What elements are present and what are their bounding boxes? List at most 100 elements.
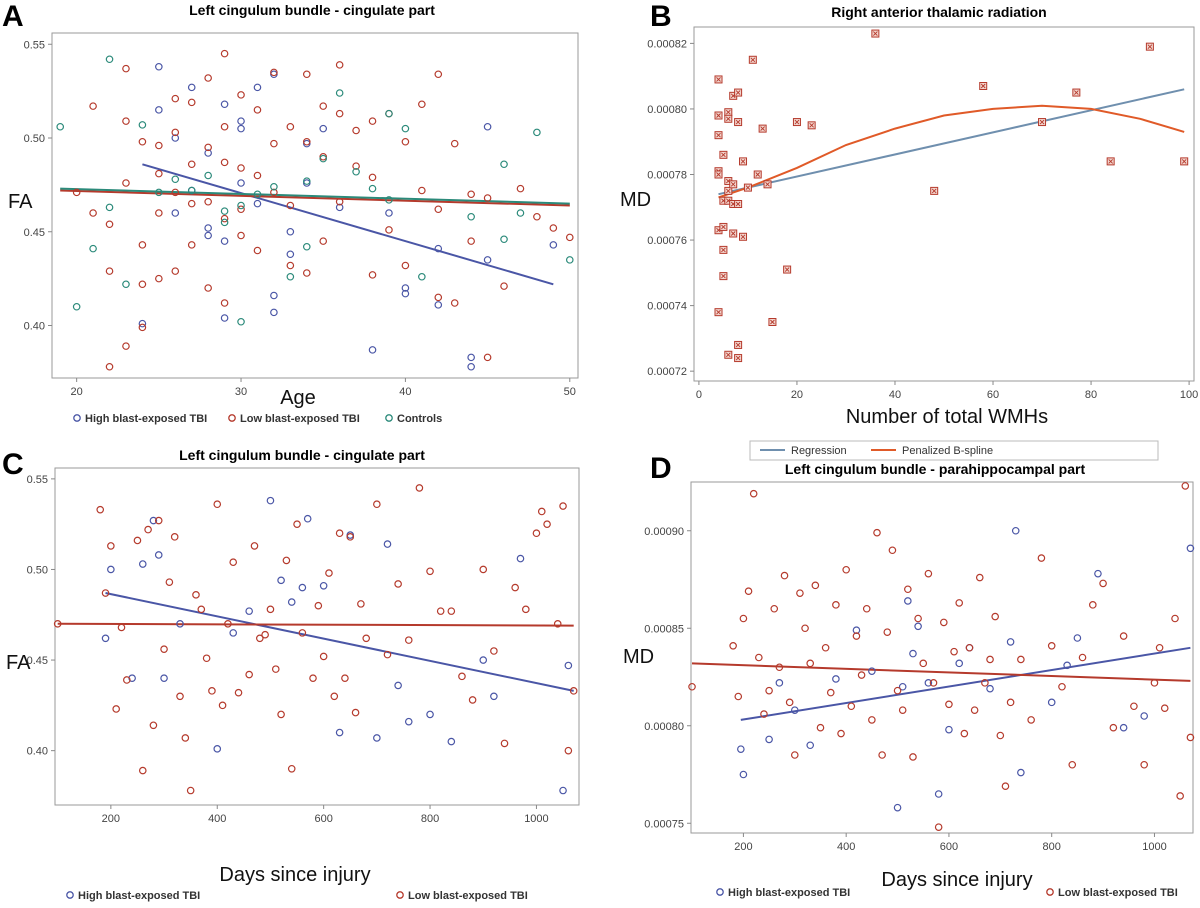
- data-point-low: [516, 184, 525, 193]
- data-point-low: [286, 122, 295, 131]
- y-tick-label: 0.00085: [644, 623, 684, 635]
- data-point-high: [101, 634, 110, 643]
- data-point-low: [220, 158, 229, 167]
- data-point-low: [253, 246, 262, 255]
- x-tick-label: 800: [421, 813, 439, 825]
- data-point-high: [479, 656, 488, 664]
- data-point-low: [914, 614, 922, 623]
- panel-letter-d: D: [650, 452, 672, 485]
- data-point-low: [436, 607, 445, 615]
- data-point-low: [450, 139, 459, 148]
- fit-line-low: [57, 622, 574, 627]
- data-point-high: [253, 83, 262, 92]
- data-point-low: [335, 197, 344, 206]
- data-point-low: [1155, 643, 1164, 652]
- data-point-high: [404, 717, 413, 726]
- data-point-high: [775, 679, 784, 687]
- panel-c-plot-frame: [54, 467, 580, 806]
- panel-a-points: [56, 49, 574, 371]
- data-point-low: [368, 271, 377, 279]
- data-point-high: [909, 649, 917, 658]
- data-point-high: [253, 199, 262, 208]
- panel-c-fit-lines: [57, 592, 574, 692]
- data-point-low: [564, 746, 573, 755]
- data-point-low: [309, 674, 317, 682]
- panel-letter-a: A: [2, 0, 24, 33]
- data-point-high: [434, 244, 443, 253]
- data-point-low: [888, 546, 897, 555]
- data-point-low: [123, 676, 131, 684]
- data-point-high: [286, 250, 295, 259]
- data-point-high: [1063, 661, 1071, 670]
- data-point-low: [832, 601, 840, 609]
- data-point-high: [149, 516, 158, 525]
- x-tick-label: 200: [734, 841, 752, 853]
- data-point-low: [171, 94, 180, 103]
- data-point-high: [220, 237, 229, 245]
- data-point-cross: [716, 132, 721, 138]
- data-point-low: [1089, 601, 1097, 609]
- data-point-high: [924, 679, 933, 687]
- legend-marker-high: [716, 888, 724, 896]
- data-point-low: [1047, 641, 1056, 650]
- data-point-high: [868, 667, 876, 675]
- data-point-low: [775, 663, 784, 672]
- data-point-controls: [220, 218, 229, 227]
- data-point-low: [362, 634, 371, 643]
- y-tick-label: 0.00075: [644, 818, 684, 830]
- data-point-low: [1099, 579, 1107, 588]
- data-point-controls: [500, 235, 508, 244]
- legend-marker-low: [1046, 888, 1054, 896]
- panel-c-x-axis-title: Days since injury: [219, 864, 370, 886]
- data-point-high: [204, 149, 212, 157]
- data-point-controls: [302, 242, 311, 251]
- data-point-controls: [385, 196, 393, 204]
- data-point-low: [986, 655, 994, 664]
- data-point-low: [107, 542, 115, 550]
- data-point-high: [385, 209, 393, 217]
- data-point-high: [806, 741, 815, 750]
- data-point-cross: [735, 355, 741, 361]
- data-point-low: [138, 323, 147, 332]
- data-point-low: [981, 679, 989, 687]
- data-point-controls: [204, 171, 212, 180]
- data-point-low: [847, 702, 856, 711]
- data-point-low: [253, 106, 262, 114]
- y-tick-label: 0.00072: [647, 366, 687, 378]
- data-point-high: [171, 209, 180, 217]
- data-point-low: [89, 209, 97, 217]
- panel-a-legend: High blast-exposed TBI Low blast-exposed…: [73, 413, 442, 425]
- data-point-low: [500, 282, 508, 290]
- data-point-low: [1006, 698, 1015, 707]
- data-point-low: [186, 786, 195, 795]
- data-point-high: [319, 581, 328, 590]
- data-point-low: [483, 353, 492, 362]
- data-point-low: [138, 241, 147, 249]
- data-point-high: [467, 362, 475, 371]
- data-point-cross: [1074, 90, 1079, 95]
- data-point-low: [302, 269, 311, 277]
- data-point-low: [1176, 792, 1184, 800]
- x-tick-label: 100: [1180, 389, 1198, 401]
- data-point-low: [155, 141, 163, 150]
- x-tick-label: 600: [314, 813, 332, 825]
- data-point-high: [945, 725, 953, 734]
- data-point-low: [755, 653, 763, 662]
- data-point-low: [298, 629, 307, 637]
- x-tick-label: 400: [208, 813, 226, 825]
- legend-label-high: High blast-exposed TBI: [728, 887, 850, 899]
- data-point-low: [250, 542, 259, 550]
- data-point-low: [909, 753, 917, 761]
- data-point-low: [801, 624, 809, 633]
- panel-a-y-ticks: 0.40 0.45 0.50 0.55: [24, 39, 52, 333]
- data-point-high: [270, 291, 278, 300]
- data-point-low: [287, 764, 296, 773]
- data-point-high: [237, 124, 245, 133]
- data-point-cross: [1108, 159, 1113, 164]
- data-point-low: [351, 708, 360, 717]
- data-point-high: [138, 560, 147, 568]
- data-point-high: [298, 583, 307, 592]
- data-point-low: [101, 589, 110, 597]
- data-point-low: [346, 533, 355, 541]
